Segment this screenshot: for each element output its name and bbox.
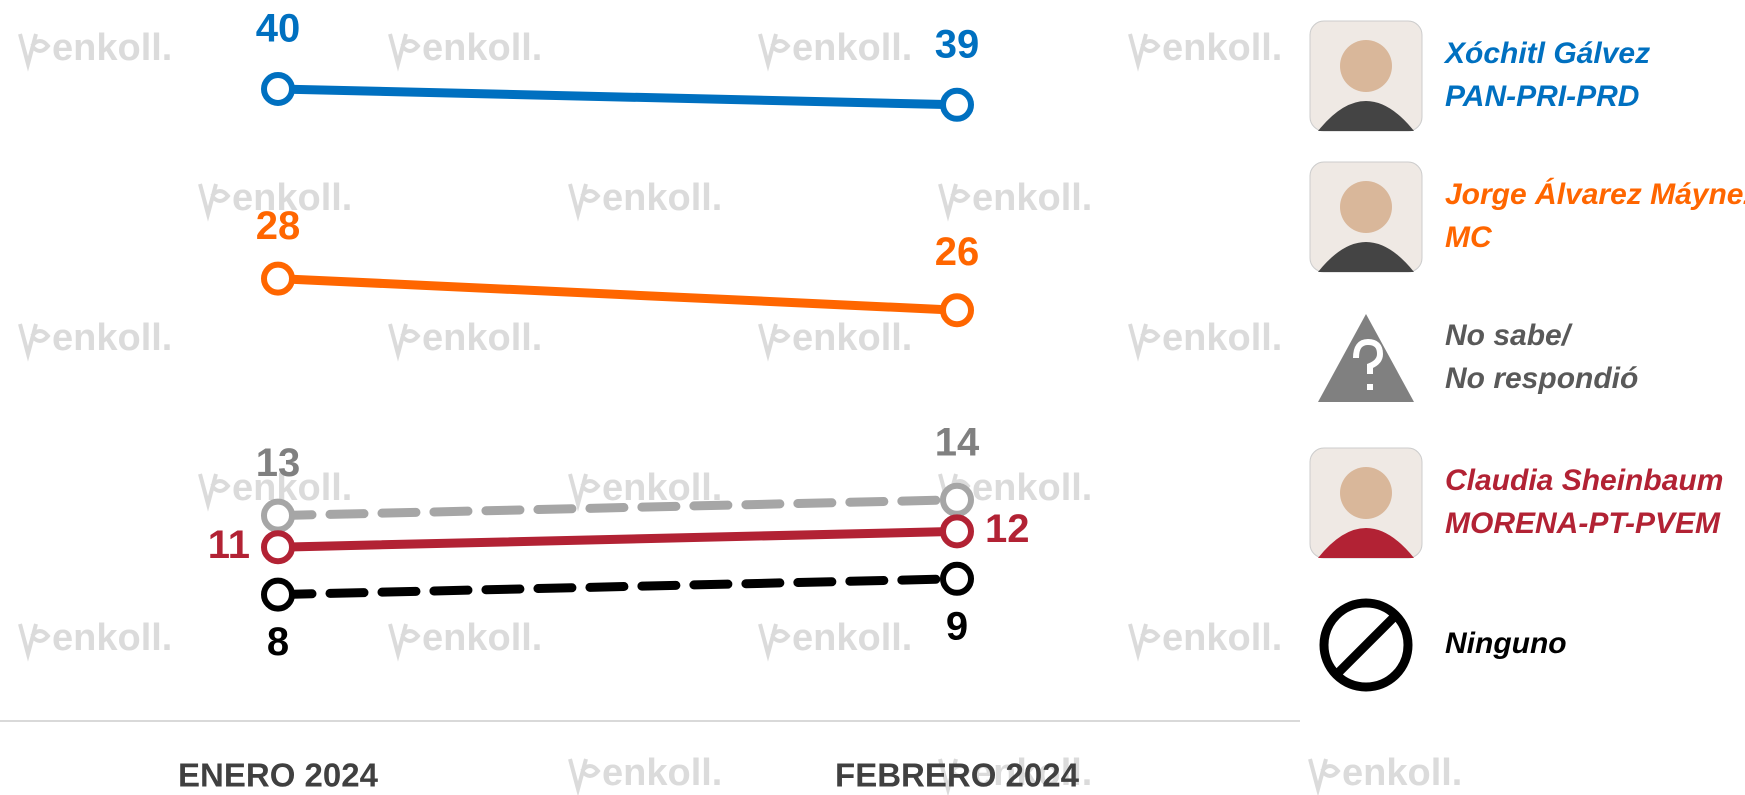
legend-item: Claudia Sheinbaum MORENA-PT-PVEM (1310, 448, 1723, 558)
watermark-logo (20, 34, 48, 64)
watermark-logo (390, 624, 418, 654)
legend-icon-slash (1337, 616, 1395, 674)
data-label: 14 (935, 420, 980, 464)
watermark-text: enkoll. (52, 317, 172, 359)
legend-sublabel: MORENA-PT-PVEM (1445, 507, 1721, 540)
legend-sublabel: PAN-PRI-PRD (1445, 80, 1639, 113)
watermark: enkoll. (390, 617, 542, 659)
data-label: 8 (267, 620, 289, 664)
series-line (278, 89, 957, 105)
watermark-text: enkoll. (422, 27, 542, 69)
watermark-text: enkoll. (972, 177, 1092, 219)
x-tick-label: ENERO 2024 (178, 757, 379, 794)
watermark-logo (760, 324, 788, 354)
legend-label: Claudia Sheinbaum (1445, 464, 1723, 497)
x-tick-label: FEBRERO 2024 (835, 757, 1080, 794)
watermark-logo (1130, 324, 1158, 354)
legend-item: Xóchitl Gálvez PAN-PRI-PRD (1310, 21, 1650, 131)
point (943, 296, 971, 324)
series-line (278, 279, 957, 311)
point (943, 517, 971, 545)
watermark-text: enkoll. (792, 617, 912, 659)
watermark-logo (1130, 34, 1158, 64)
watermark-text: enkoll. (52, 27, 172, 69)
watermark-logo (1310, 759, 1338, 789)
legend-item: Ninguno (1324, 603, 1567, 687)
watermark: enkoll. (1310, 752, 1462, 794)
data-label: 13 (256, 441, 301, 485)
watermark: enkoll. (20, 317, 172, 359)
page: enkoll. enkoll. enkoll. enkoll. enkoll. enkol… (0, 0, 1745, 795)
watermark: enkoll. (1130, 617, 1282, 659)
watermark: enkoll. (760, 27, 912, 69)
watermark-text: enkoll. (1162, 317, 1282, 359)
watermark-logo (390, 34, 418, 64)
data-label: 26 (935, 230, 980, 274)
legend-item: Jorge Álvarez Máynez MC (1310, 162, 1745, 272)
legend-photo-face (1340, 467, 1392, 519)
watermark: enkoll. (570, 752, 722, 794)
watermark: enkoll. (940, 177, 1092, 219)
watermark-text: enkoll. (1342, 752, 1462, 794)
watermark-text: enkoll. (422, 317, 542, 359)
point (264, 533, 292, 561)
chart: enkoll. enkoll. enkoll. enkoll. enkoll. enkol… (0, 0, 1745, 795)
watermark-text: enkoll. (602, 752, 722, 794)
watermark-text: enkoll. (1162, 617, 1282, 659)
watermark-logo (570, 759, 598, 789)
watermark: enkoll. (760, 617, 912, 659)
watermark: enkoll. (760, 317, 912, 359)
legend-photo-face (1340, 40, 1392, 92)
watermark-logo (760, 624, 788, 654)
series-line (278, 579, 957, 595)
watermark-text: enkoll. (602, 177, 722, 219)
watermark: enkoll. (20, 617, 172, 659)
legend-label: Xóchitl Gálvez (1443, 37, 1650, 70)
point (264, 265, 292, 293)
legend-label: No sabe/ (1445, 319, 1573, 352)
point (264, 502, 292, 530)
watermark-text: enkoll. (972, 467, 1092, 509)
watermark-text: enkoll. (52, 617, 172, 659)
watermark-logo (940, 184, 968, 214)
watermark-text: enkoll. (792, 317, 912, 359)
watermark-logo (20, 324, 48, 354)
legend-sublabel: No respondió (1445, 362, 1638, 395)
legend-photo-face (1340, 181, 1392, 233)
watermark-logo (570, 474, 598, 504)
data-label: 9 (946, 604, 968, 648)
watermark-logo (1130, 624, 1158, 654)
watermark-text: enkoll. (1162, 27, 1282, 69)
watermark-text: enkoll. (422, 617, 542, 659)
watermark-logo (200, 474, 228, 504)
watermark: enkoll. (1130, 27, 1282, 69)
series-line (278, 531, 957, 547)
watermark-logo (390, 324, 418, 354)
watermark: enkoll. (1130, 317, 1282, 359)
legend-item: No sabe/No respondió (1318, 314, 1638, 402)
data-label: 28 (256, 204, 301, 248)
watermark-text: enkoll. (792, 27, 912, 69)
legend-label: Jorge Álvarez Máynez (1445, 177, 1745, 211)
watermark-logo (760, 34, 788, 64)
watermark-logo (200, 184, 228, 214)
watermark: enkoll. (570, 177, 722, 219)
watermark: enkoll. (390, 27, 542, 69)
data-label: 11 (208, 523, 250, 567)
point (943, 91, 971, 119)
watermark: enkoll. (390, 317, 542, 359)
legend-icon (1318, 314, 1414, 402)
watermark-logo (20, 624, 48, 654)
point (264, 75, 292, 103)
data-label: 12 (985, 507, 1030, 551)
point (943, 486, 971, 514)
data-label: 39 (935, 22, 980, 66)
data-label: 40 (256, 7, 301, 51)
legend-label: Ninguno (1445, 627, 1567, 660)
watermark-logo (570, 184, 598, 214)
legend-sublabel: MC (1445, 221, 1493, 254)
point (264, 581, 292, 609)
point (943, 565, 971, 593)
watermark: enkoll. (20, 27, 172, 69)
